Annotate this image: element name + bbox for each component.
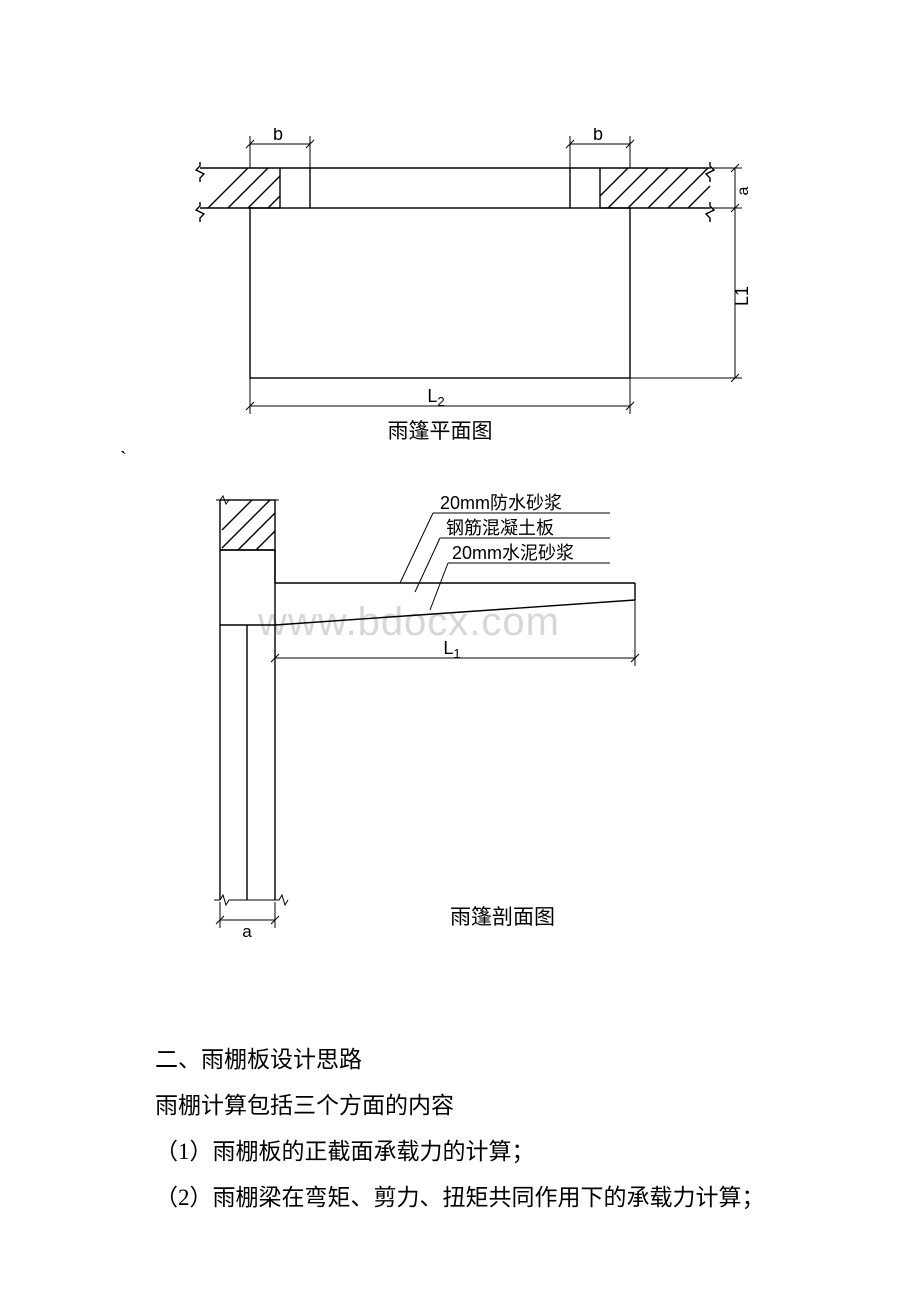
stray-backtick: ` xyxy=(120,448,127,471)
plan-title: 雨篷平面图 xyxy=(388,420,493,443)
body-line-3: （2）雨棚梁在弯矩、剪力、扭矩共同作用下的承载力计算； xyxy=(155,1178,765,1212)
dim-b-right: b xyxy=(593,128,603,144)
layer-top: 20mm防水砂浆 xyxy=(440,493,562,513)
body-line-2: （1）雨棚板的正截面承载力的计算； xyxy=(155,1132,535,1166)
body-line-1: 雨棚计算包括三个方面的内容 xyxy=(155,1086,454,1120)
dim-a-section: a xyxy=(242,922,252,940)
section-view-diagram: 20mm防水砂浆 钢筋混凝土板 20mm水泥砂浆 L1 a 雨篷剖面图 xyxy=(190,480,710,940)
dim-a: a xyxy=(735,186,750,195)
dim-b-left: b xyxy=(273,128,283,144)
dim-L1-plan: L1 xyxy=(732,286,750,306)
layer-mid: 钢筋混凝土板 xyxy=(446,518,554,538)
plan-view-diagram: b b a L1 xyxy=(190,128,750,448)
dim-L1-section: L1 xyxy=(443,638,460,661)
dim-L2: L2 xyxy=(427,386,444,409)
page: b b a L1 xyxy=(0,0,920,1302)
layer-bot: 20mm水泥砂浆 xyxy=(452,543,574,563)
heading-2: 二、雨棚板设计思路 xyxy=(155,1040,362,1074)
section-title: 雨篷剖面图 xyxy=(450,906,555,929)
